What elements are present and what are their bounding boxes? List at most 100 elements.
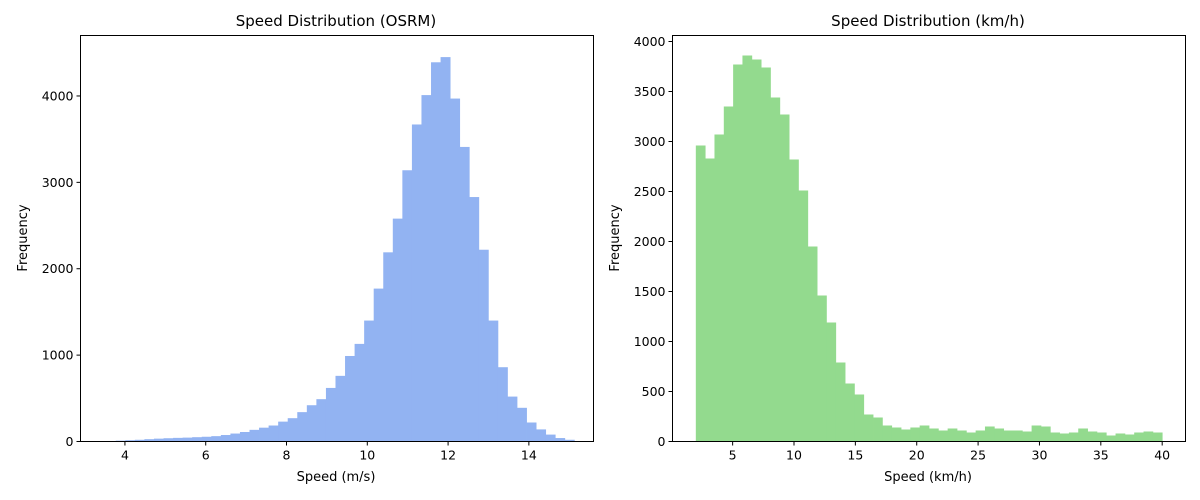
y-axis-label: Frequency (16, 204, 31, 271)
y-tick-label: 3500 (634, 84, 666, 99)
histogram-bar (975, 430, 986, 442)
x-tick-label: 8 (283, 448, 291, 463)
plot-frame (672, 35, 1186, 442)
histogram-bar (373, 288, 384, 442)
histogram-bar (516, 407, 527, 442)
histogram-bar (287, 418, 298, 442)
histogram-bar (1096, 432, 1107, 442)
plot-frame (80, 35, 594, 442)
histogram-bar (335, 375, 346, 442)
histogram-bar (163, 438, 174, 442)
x-tick-label: 12 (440, 448, 456, 463)
histogram-bar (364, 320, 375, 442)
x-tick-label: 10 (359, 448, 375, 463)
histogram-bar (910, 427, 921, 442)
histogram-bar (402, 170, 413, 442)
histogram-bar (459, 146, 470, 442)
y-tick-label: 2500 (634, 184, 666, 199)
histogram-bar (789, 159, 799, 442)
y-tick-label: 4000 (634, 34, 666, 49)
histogram-bar (919, 425, 930, 442)
histogram-bar (1059, 433, 1070, 442)
histogram-bar (845, 383, 855, 442)
histogram-bar (421, 95, 432, 442)
x-tick-label: 14 (521, 448, 537, 463)
y-tick-label: 0 (658, 434, 666, 449)
chart-title: Speed Distribution (OSRM) (236, 12, 436, 30)
histogram-bar (1022, 431, 1032, 442)
chart-kmh: Speed Distribution (km/h) 5 10 15 20 25 30 35 4… (608, 12, 1186, 485)
histogram-bar (545, 434, 556, 442)
histogram-bar (1152, 432, 1163, 442)
histogram-bar (695, 145, 706, 442)
histogram-bar (316, 399, 327, 442)
x-axis: 5 10 15 20 25 30 35 40 (729, 441, 1170, 463)
histogram-bar (259, 427, 270, 442)
x-tick-label: 35 (1093, 448, 1109, 463)
histogram-bar (1115, 433, 1126, 442)
histogram-bar (1078, 428, 1088, 442)
y-axis: 0 1000 2000 3000 4000 (42, 88, 81, 449)
histogram-bar (526, 422, 537, 442)
histogram-bar (325, 387, 336, 442)
histogram-bar (891, 427, 902, 442)
histogram-bar (984, 426, 995, 442)
histogram-bar (268, 425, 279, 442)
histogram-bar (1134, 432, 1144, 442)
histogram-bar (854, 394, 865, 442)
x-axis-label: Speed (km/h) (884, 470, 972, 485)
histogram-bar (826, 322, 837, 442)
y-tick-label: 4000 (42, 88, 74, 103)
x-axis: 4 6 8 10 12 14 (121, 441, 537, 463)
y-tick-label: 3000 (42, 175, 74, 190)
histogram-bar (239, 432, 250, 442)
histogram-bar (1040, 426, 1051, 442)
histogram-bar (770, 97, 781, 442)
histogram-bar (751, 59, 762, 442)
histogram-bar (1012, 430, 1023, 442)
histogram-bar (1003, 430, 1014, 442)
histogram-bar (220, 435, 231, 442)
histogram-bar (817, 295, 827, 442)
histogram-bar (173, 437, 184, 442)
y-axis: 0 500 1000 1500 2000 2500 3000 3500 4000 (634, 34, 673, 449)
histogram-bar (354, 343, 365, 442)
histogram-bar (1124, 434, 1135, 442)
histogram-bar (1143, 431, 1154, 442)
histogram-bar (392, 218, 403, 442)
histogram-bar (411, 124, 422, 442)
histogram-bar (733, 64, 743, 442)
x-tick-label: 40 (1154, 448, 1170, 463)
histogram-bar (929, 428, 939, 442)
histogram-bar (153, 438, 164, 442)
y-tick-label: 1000 (634, 334, 666, 349)
histogram-bar (705, 158, 715, 442)
y-axis-label: Frequency (608, 204, 623, 271)
histogram-bar (555, 438, 566, 442)
histogram-bar (761, 67, 771, 442)
histogram-bar (1087, 431, 1098, 442)
y-tick-label: 1500 (634, 284, 666, 299)
histogram-bar (345, 355, 355, 442)
histogram-bar (383, 252, 394, 442)
x-tick-label: 6 (202, 448, 210, 463)
x-tick-label: 30 (1032, 448, 1048, 463)
chart-osrm: Speed Distribution (OSRM) 4 6 8 10 12 14 0 100… (16, 12, 594, 485)
y-tick-label: 1000 (42, 348, 74, 363)
histogram-bar (779, 114, 790, 442)
bars (695, 55, 1163, 442)
histogram-bar (536, 429, 547, 442)
x-tick-label: 25 (970, 448, 986, 463)
histogram-bar (938, 430, 949, 442)
histogram-bar (278, 421, 289, 442)
x-tick-label: 20 (909, 448, 925, 463)
histogram-bar (966, 432, 977, 442)
bars (96, 57, 575, 442)
histogram-bar (450, 98, 461, 442)
histogram-bar (807, 246, 818, 442)
histogram-bar (507, 396, 518, 442)
histogram-bar (882, 425, 893, 442)
histogram-bar (192, 437, 203, 442)
chart-title: Speed Distribution (km/h) (831, 12, 1025, 30)
